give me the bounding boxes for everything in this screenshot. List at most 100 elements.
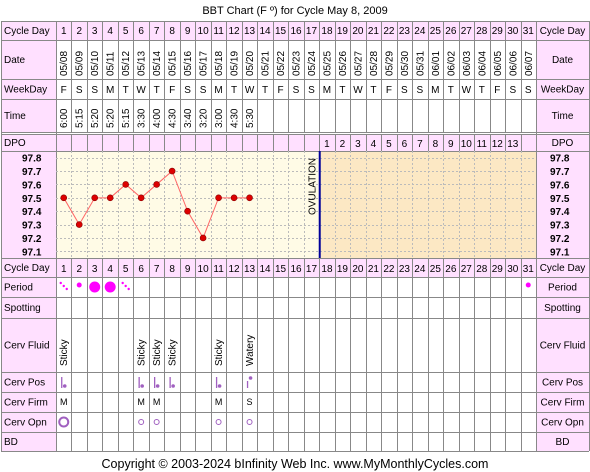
cycle-day-number: 20 [352,26,364,37]
weekday-label: S [401,85,408,96]
date-label: 05/17 [199,51,210,76]
date-label: 06/05 [493,51,504,76]
cycle-day-number: 22 [383,26,395,37]
cerv-firm-label: M [215,397,223,407]
weekday-label: T [231,85,237,96]
date-label: 05/27 [353,51,364,76]
time-label: 6:00 [59,108,70,128]
cycle-day-number-lower: 9 [185,264,191,275]
cycle-day-number-lower: 1 [61,264,67,275]
cycle-day-number: 17 [306,26,318,37]
cerv-pos-high-mark [248,376,253,380]
row-label-time-right: Time [552,111,574,122]
temperature-point [215,194,222,202]
cycle-day-number-lower: 26 [445,264,457,275]
dpo-number: 7 [417,139,423,150]
cerv-pos-low-mark [171,384,175,388]
time-label: 3:20 [199,108,210,128]
cycle-day-number-lower: 8 [169,264,175,275]
weekday-label: S [293,85,300,96]
cycle-day-number: 28 [476,26,488,37]
row-label-weekday: WeekDay [4,85,47,96]
date-label: 05/11 [106,51,117,76]
weekday-label: W [462,85,472,96]
cycle-day-number-lower: 20 [352,264,364,275]
cerv-pos-low-mark [217,384,222,388]
time-label: 3:40 [183,108,194,128]
y-tick-label-right: 97.3 [550,221,570,232]
weekday-label: T [154,85,160,96]
cerv-firm-label: M [137,397,145,407]
temperature-point [137,194,145,202]
date-label: 05/23 [292,51,303,76]
cycle-day-number: 11 [213,26,224,37]
time-label: 5:20 [90,108,101,128]
weekday-label: T [339,85,345,96]
cycle-day-number-lower: 12 [229,264,241,275]
cerv-firm-label: M [153,397,161,407]
row-label-cycle-day2: Cycle Day [4,263,50,274]
date-label: 05/31 [415,51,426,76]
y-tick-label-right: 97.5 [550,194,570,205]
cycle-day-number-lower: 23 [399,264,411,275]
period-spot-mark [59,281,62,285]
cycle-day-number-lower: 10 [198,264,210,275]
cycle-day-number-lower: 22 [383,264,395,275]
time-label: 5:20 [106,108,117,128]
row-label-time: Time [4,111,26,122]
cycle-day-number: 26 [445,26,457,37]
cerv-fluid-label: Sticky [59,339,70,366]
dpo-number: 12 [492,139,504,150]
date-label: 05/08 [59,51,70,76]
cerv-opn-mark [215,419,222,425]
cerv-pos-low-mark [140,384,144,388]
weekday-label: F [169,85,175,96]
time-label: 3:00 [214,108,225,128]
row-label-spotting: Spotting [4,303,41,314]
date-label: 05/25 [322,51,333,76]
period-spot-mark [127,287,130,291]
cycle-day-number: 30 [507,26,519,37]
period-spot-mark [124,284,127,288]
y-tick-label: 97.2 [22,234,42,245]
row-label-cerv-pos-right: Cerv Pos [542,378,583,389]
y-tick-label-right: 97.7 [550,167,570,178]
row-label-bd-right: BD [556,437,570,448]
period-spot-mark [62,284,65,288]
cycle-day-number: 23 [399,26,411,37]
weekday-label: W [245,85,255,96]
date-label: 05/12 [121,51,132,76]
dpo-number: 13 [507,139,519,150]
cycle-day-number: 5 [123,26,129,37]
weekday-label: S [200,85,207,96]
weekday-label: T [262,85,268,96]
date-label: 05/21 [261,51,272,76]
date-label: 05/24 [307,51,318,76]
weekday-label: F [61,85,67,96]
time-label: 5:30 [245,108,256,128]
cycle-day-number: 6 [138,26,144,37]
date-label: 05/18 [214,51,225,76]
temperature-point [106,194,114,202]
weekday-label: F [386,85,392,96]
cycle-day-number-lower: 4 [107,264,113,275]
row-label-cerv-firm: Cerv Firm [4,398,48,409]
cerv-fluid-label: Watery [245,335,256,366]
cerv-opn-mark [246,419,253,425]
cycle-day-number-lower: 5 [123,264,129,275]
dpo-number: 8 [433,139,439,150]
weekday-label: T [479,85,485,96]
cycle-day-number-lower: 29 [492,264,504,275]
weekday-label: S [308,85,315,96]
date-label: 05/10 [90,51,101,76]
date-label: 05/15 [168,51,179,76]
cerv-fluid-label: Sticky [137,339,148,366]
cerv-fluid-label: Sticky [214,339,225,366]
y-tick-label: 97.4 [22,207,42,218]
row-label-date: Date [4,55,26,66]
row-label-cerv-opn-right: Cerv Opn [541,418,584,429]
cycle-day-number-lower: 13 [244,264,256,275]
row-label-period: Period [4,283,33,294]
period-heavy-mark [89,281,101,293]
cycle-day-number: 16 [290,26,302,37]
